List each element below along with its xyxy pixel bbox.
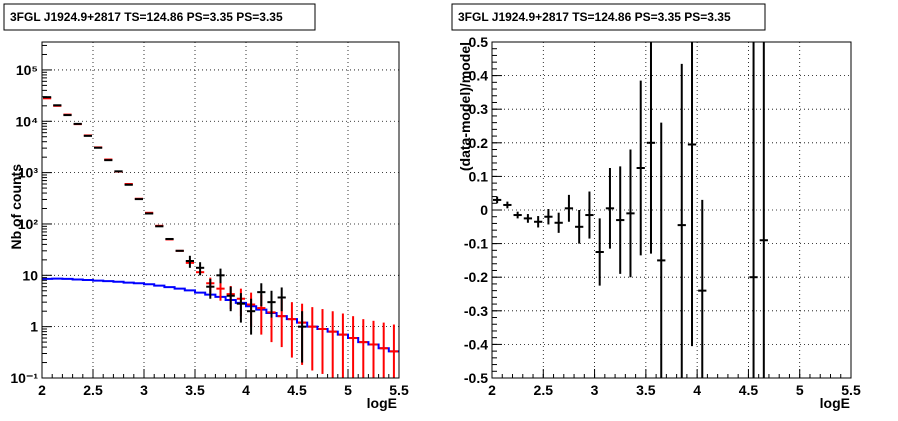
model-count-point bbox=[328, 311, 337, 378]
data-count-point bbox=[257, 283, 266, 307]
residual-y-tick-label: -0.1 bbox=[464, 236, 488, 252]
counts-y-axis-label: Nb of counts bbox=[8, 164, 24, 250]
residual-x-tick-label: 2 bbox=[488, 382, 496, 398]
counts-x-tick-label: 4.5 bbox=[287, 382, 307, 398]
counts-y-tick-label: 10⁵ bbox=[16, 62, 38, 78]
model-count-point bbox=[359, 319, 368, 378]
residual-point bbox=[513, 211, 522, 219]
residual-point bbox=[626, 149, 635, 278]
model-count-point bbox=[308, 307, 317, 371]
residual-y-tick-label: 0.1 bbox=[469, 168, 489, 184]
residual-x-tick-label: 4.5 bbox=[739, 382, 759, 398]
residual-x-axis-label: logE bbox=[820, 395, 850, 411]
residual-y-tick-label: 0.2 bbox=[469, 135, 489, 151]
counts-title-box bbox=[3, 3, 316, 31]
counts-y-tick-label: 10² bbox=[18, 216, 39, 232]
counts-y-tick-label: 1 bbox=[30, 319, 38, 335]
residual-point bbox=[544, 208, 553, 225]
residual-point bbox=[657, 122, 666, 378]
residual-point bbox=[534, 216, 543, 228]
residual-point bbox=[698, 199, 707, 378]
residual-point bbox=[646, 42, 656, 254]
counts-y-tick-label: 10⁻¹ bbox=[10, 370, 38, 386]
data-count-point bbox=[236, 293, 245, 323]
counts-y-tick-label: 10³ bbox=[18, 165, 39, 181]
counts-x-tick-label: 3 bbox=[140, 382, 148, 398]
counts-x-tick-label: 2 bbox=[38, 382, 46, 398]
residual-y-tick-label: -0.5 bbox=[464, 370, 488, 386]
data-count-point bbox=[267, 290, 276, 318]
residual-point bbox=[585, 191, 594, 239]
data-count-point bbox=[277, 287, 286, 312]
data-count-point bbox=[247, 298, 256, 335]
residual-point bbox=[523, 214, 533, 223]
residual-point bbox=[595, 218, 604, 286]
residual-point bbox=[749, 42, 758, 378]
residual-plot-frame bbox=[491, 41, 852, 379]
residual-x-tick-label: 5 bbox=[796, 382, 804, 398]
residual-point bbox=[554, 212, 563, 233]
residual-point bbox=[677, 63, 686, 378]
residual-point bbox=[616, 166, 625, 274]
counts-y-tick-label: 10 bbox=[22, 267, 38, 283]
residual-x-tick-label: 4 bbox=[693, 382, 701, 398]
residual-point bbox=[564, 194, 574, 222]
counts-x-axis-label: logE bbox=[367, 395, 397, 411]
model-count-point bbox=[349, 316, 358, 378]
counts-x-tick-label: 5.5 bbox=[389, 382, 409, 398]
model-count-point bbox=[216, 281, 225, 301]
residual-title: 3FGL J1924.9+2817 TS=124.86 PS=3.35 PS=3… bbox=[458, 10, 731, 24]
data-count-point bbox=[226, 286, 235, 312]
model-count-point bbox=[318, 309, 327, 374]
data-count-point bbox=[298, 311, 307, 363]
residual-y-tick-label: 0 bbox=[480, 202, 488, 218]
model-count-point bbox=[389, 324, 398, 378]
residual-x-tick-label: 5.5 bbox=[841, 382, 861, 398]
residual-y-tick-label: 0.3 bbox=[469, 101, 489, 117]
counts-y-tick-label: 10⁴ bbox=[16, 113, 39, 129]
data-count-point bbox=[196, 262, 205, 276]
model-count-point bbox=[369, 320, 378, 378]
counts-x-tick-label: 3.5 bbox=[185, 382, 205, 398]
residual-x-tick-label: 3 bbox=[591, 382, 599, 398]
residual-y-tick-label: 0.5 bbox=[469, 34, 489, 50]
counts-panel: 3FGL J1924.9+2817 TS=124.86 PS=3.35 PS=3… bbox=[3, 3, 409, 411]
counts-title: 3FGL J1924.9+2817 TS=124.86 PS=3.35 PS=3… bbox=[10, 10, 283, 24]
model-count-point bbox=[379, 322, 388, 378]
residual-x-tick-label: 3.5 bbox=[636, 382, 656, 398]
residual-y-tick-label: -0.4 bbox=[464, 336, 488, 352]
residual-panel: 3FGL J1924.9+2817 TS=124.86 PS=3.35 PS=3… bbox=[451, 3, 861, 411]
counts-x-tick-label: 4 bbox=[242, 382, 250, 398]
counts-x-tick-label: 2.5 bbox=[83, 382, 103, 398]
data-count-point bbox=[185, 255, 194, 268]
data-count-point bbox=[216, 268, 225, 284]
residual-point bbox=[636, 80, 645, 256]
residual-y-tick-label: 0.4 bbox=[469, 68, 489, 84]
residual-point bbox=[759, 42, 768, 378]
residual-y-tick-label: -0.2 bbox=[464, 269, 488, 285]
data-count-point bbox=[206, 278, 215, 299]
residual-point bbox=[503, 201, 512, 209]
residual-point bbox=[493, 196, 502, 204]
residual-x-tick-label: 2.5 bbox=[534, 382, 554, 398]
residual-title-box bbox=[451, 3, 766, 31]
residual-y-tick-label: -0.3 bbox=[464, 303, 488, 319]
residual-point bbox=[605, 168, 615, 249]
model-count-point bbox=[338, 313, 347, 378]
model-count-point bbox=[287, 302, 296, 358]
counts-x-tick-label: 5 bbox=[344, 382, 352, 398]
residual-y-axis-label: (data-model)/model bbox=[457, 42, 473, 171]
residual-point bbox=[687, 42, 697, 347]
residual-point bbox=[575, 210, 584, 244]
counts-plot-frame bbox=[41, 41, 400, 379]
